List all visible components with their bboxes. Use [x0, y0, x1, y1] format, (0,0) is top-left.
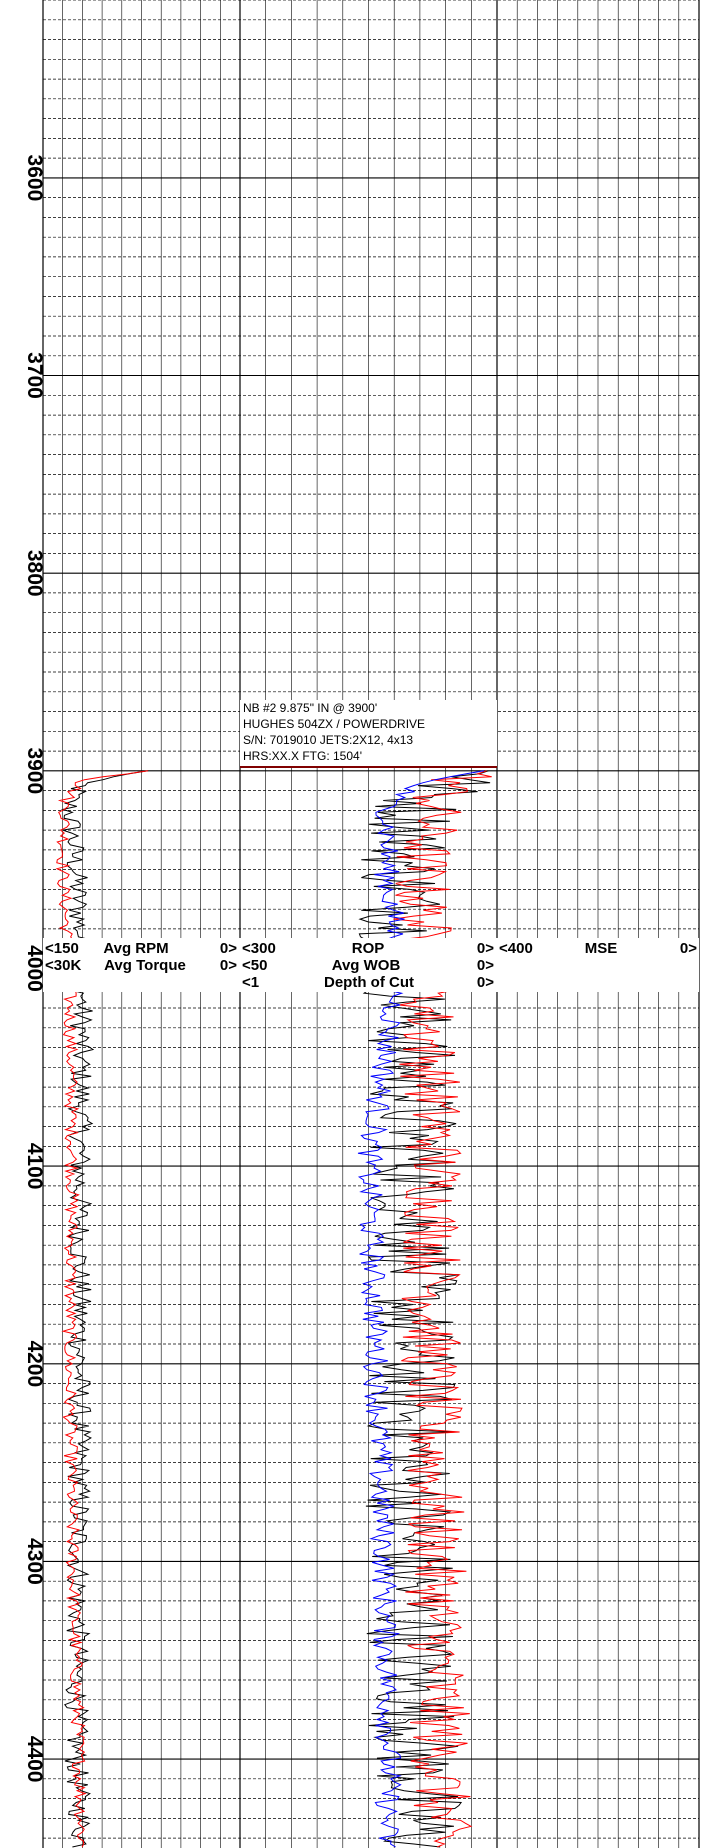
depth-grid: [43, 0, 699, 1848]
depth-tick-label: 4000: [23, 945, 46, 992]
curve-rop: [358, 770, 491, 1848]
rpm-min: <150: [45, 940, 79, 957]
curve-headers: <150 Avg RPM 0> <30K Avg Torque 0> <300 …: [43, 938, 699, 992]
depth-tick-label: 4400: [23, 1736, 46, 1783]
bit-record: NB #2 9.875" IN @ 3900' HUGHES 504ZX / P…: [240, 700, 497, 768]
doc-label: Depth of Cut: [324, 974, 414, 991]
torque-min: <30K: [45, 957, 81, 974]
torque-label: Avg Torque: [104, 957, 186, 974]
rop-min: <300: [242, 940, 276, 957]
mse-label: MSE: [585, 940, 618, 957]
curve-avg-torque: [55, 770, 149, 1848]
mse-min: <400: [499, 940, 533, 957]
rop-label: ROP: [352, 940, 385, 957]
doc-min: <1: [242, 974, 259, 991]
bit-record-line1: NB #2 9.875" IN @ 3900': [243, 701, 377, 715]
torque-max: 0>: [220, 957, 237, 974]
depth-tick-label: 3900: [23, 747, 46, 794]
bit-record-line2: HUGHES 504ZX / POWERDRIVE: [243, 717, 425, 731]
track-borders: [42, 0, 700, 1848]
wob-label: Avg WOB: [332, 957, 401, 974]
depth-tick-label: 4300: [23, 1538, 46, 1585]
rpm-label: Avg RPM: [103, 940, 168, 957]
rop-max: 0>: [477, 940, 494, 957]
depth-tick-label: 3800: [23, 550, 46, 597]
depth-tick-label: 4200: [23, 1340, 46, 1387]
curve-avg-rpm: [60, 770, 149, 1848]
wob-max: 0>: [477, 957, 494, 974]
depth-labels: 3600 3700 3800 3900 4000 4100 4200 4300 4400: [23, 155, 46, 1783]
bit-record-line3: S/N: 7019010 JETS:2X12, 4x13: [243, 733, 413, 747]
wob-min: <50: [242, 957, 267, 974]
rpm-max: 0>: [220, 940, 237, 957]
bit-record-line4: HRS:XX.X FTG: 1504': [243, 749, 362, 763]
depth-tick-label: 3700: [23, 352, 46, 399]
depth-tick-label: 3600: [23, 155, 46, 202]
doc-max: 0>: [477, 974, 494, 991]
mse-max: 0>: [680, 940, 697, 957]
depth-tick-label: 4100: [23, 1143, 46, 1190]
